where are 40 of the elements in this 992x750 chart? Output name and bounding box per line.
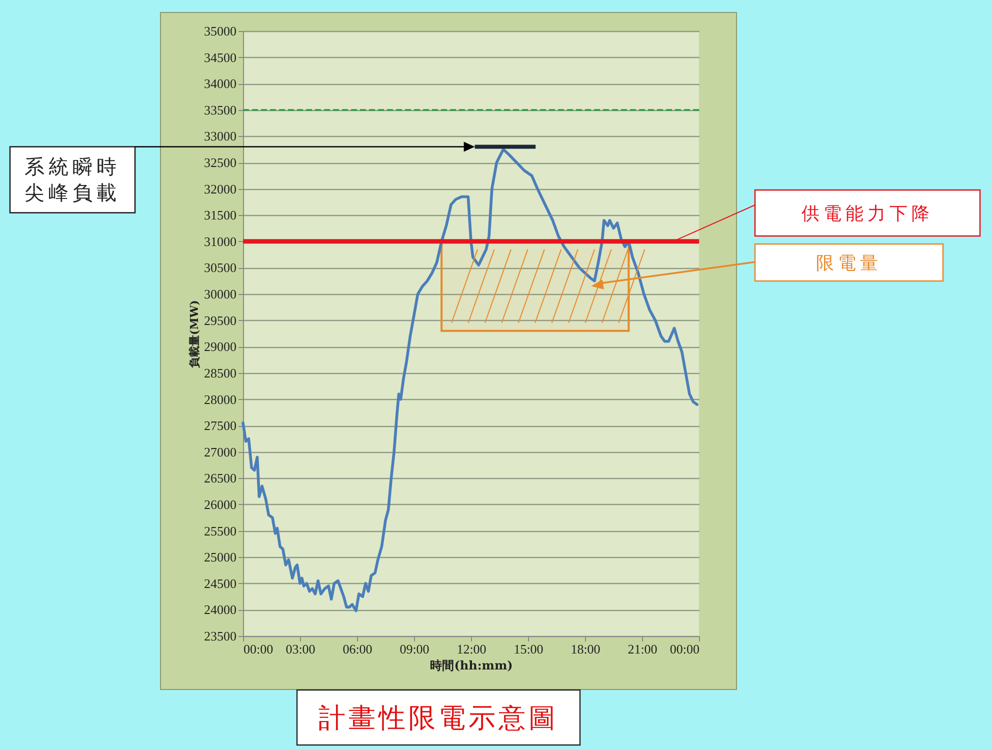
text: 系統瞬時尖峰負載	[24, 156, 120, 205]
y-tick-label: 28500	[204, 365, 236, 380]
x-axis-title: 時間(hh:mm)	[430, 658, 513, 672]
y-tick-label: 24500	[204, 576, 236, 591]
y-tick-label: 32000	[204, 181, 236, 196]
x-tick-label: 09:00	[400, 642, 430, 656]
ref-line-label: 供電能力下降	[802, 203, 934, 224]
y-tick-label: 33500	[204, 102, 236, 118]
y-tick-label: 29000	[204, 339, 236, 354]
line-series	[242, 148, 698, 612]
y-tick-label: 34500	[204, 50, 236, 65]
x-tick-label: 00:00	[244, 642, 274, 656]
text: 計畫性限電示意圖	[318, 703, 558, 733]
y-tick-label: 25500	[204, 523, 236, 538]
x-tick-label: 18:00	[570, 642, 600, 656]
y-tick-label: 29500	[204, 312, 236, 328]
x-tick-label: 21:00	[628, 642, 658, 656]
y-tick-label: 23500	[204, 628, 236, 644]
x-tick-label: 00:00	[670, 642, 700, 656]
y-tick-label: 30000	[204, 286, 236, 302]
band-label: 限電量	[816, 252, 882, 273]
y-tick-label: 30500	[204, 260, 236, 276]
y-tick-label: 27000	[204, 444, 236, 460]
y-tick-label: 34000	[204, 76, 236, 92]
y-tick-label: 33000	[204, 128, 236, 144]
x-tick-label: 12:00	[456, 642, 486, 656]
y-tick-label: 31000	[204, 234, 236, 249]
y-tick-label: 25000	[204, 550, 236, 565]
y-tick-label: 24000	[204, 602, 236, 618]
y-tick-label: 35000	[204, 24, 236, 38]
y-tick-label: 27500	[204, 418, 236, 434]
x-tick-label: 03:00	[286, 642, 316, 656]
x-tick-label: 15:00	[514, 642, 544, 656]
y-axis-title: 負載量(MW)	[188, 300, 201, 369]
y-tick-label: 26500	[204, 470, 236, 486]
y-tick-label: 31500	[204, 208, 236, 223]
x-tick-label: 06:00	[342, 642, 372, 656]
y-tick-label: 26000	[204, 496, 236, 512]
y-tick-label: 32500	[204, 155, 236, 170]
y-tick-label: 28000	[204, 392, 236, 407]
